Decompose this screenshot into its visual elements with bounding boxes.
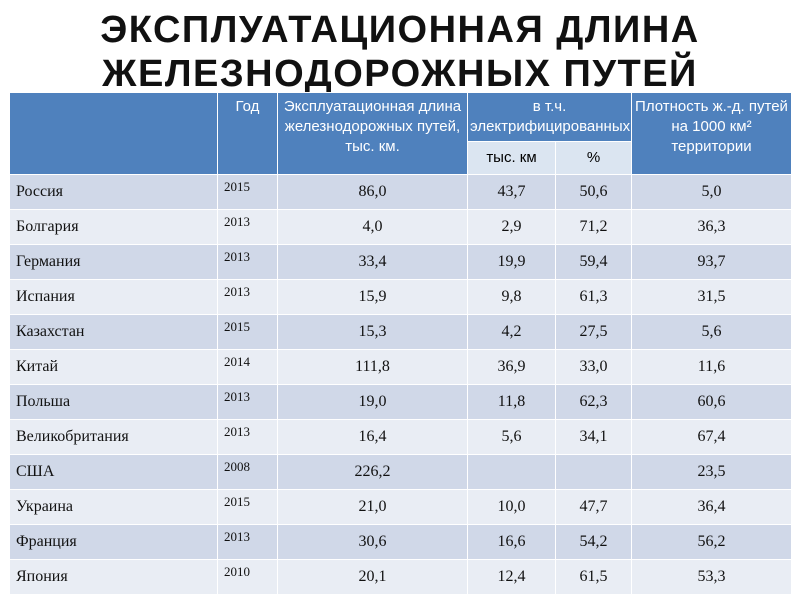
country-cell: Казахстан <box>9 314 218 350</box>
year-cell: 2015 <box>217 314 278 350</box>
length-cell: 15,3 <box>277 314 468 350</box>
density-cell: 53,3 <box>631 559 792 595</box>
header-sub-pct: % <box>555 141 632 175</box>
length-cell: 21,0 <box>277 489 468 525</box>
year-cell: 2013 <box>217 384 278 420</box>
title-line-1: ЭКСПЛУАТАЦИОННАЯ ДЛИНА <box>100 9 700 51</box>
density-cell: 36,4 <box>631 489 792 525</box>
year-cell: 2008 <box>217 454 278 490</box>
year-cell: 2014 <box>217 349 278 385</box>
electrified-km-cell: 5,6 <box>467 419 556 455</box>
density-cell: 5,0 <box>631 174 792 210</box>
electrified-pct-cell: 27,5 <box>555 314 632 350</box>
header-sub-km: тыс. км <box>467 141 556 175</box>
length-cell: 16,4 <box>277 419 468 455</box>
electrified-pct-cell: 62,3 <box>555 384 632 420</box>
table-row: Польша 2013 19,0 11,8 62,3 60,6 <box>9 384 792 420</box>
table-body: Россия 2015 86,0 43,7 50,6 5,0 Болгария 2013 4,0… <box>9 174 792 595</box>
electrified-km-cell: 10,0 <box>467 489 556 525</box>
density-cell: 60,6 <box>631 384 792 420</box>
density-cell: 5,6 <box>631 314 792 350</box>
electrified-pct-cell: 47,7 <box>555 489 632 525</box>
year-cell: 2015 <box>217 489 278 525</box>
density-cell: 36,3 <box>631 209 792 245</box>
year-cell: 2013 <box>217 419 278 455</box>
electrified-pct-cell: 50,6 <box>555 174 632 210</box>
country-cell: Испания <box>9 279 218 315</box>
header-country <box>9 92 218 175</box>
density-cell: 93,7 <box>631 244 792 280</box>
country-cell: Германия <box>9 244 218 280</box>
length-cell: 30,6 <box>277 524 468 560</box>
length-cell: 33,4 <box>277 244 468 280</box>
length-cell: 15,9 <box>277 279 468 315</box>
year-cell: 2015 <box>217 174 278 210</box>
table-row: Украина 2015 21,0 10,0 47,7 36,4 <box>9 489 792 525</box>
electrified-pct-cell: 71,2 <box>555 209 632 245</box>
length-cell: 19,0 <box>277 384 468 420</box>
length-cell: 226,2 <box>277 454 468 490</box>
table-row: Япония 2010 20,1 12,4 61,5 53,3 <box>9 559 792 595</box>
country-cell: Болгария <box>9 209 218 245</box>
electrified-km-cell: 43,7 <box>467 174 556 210</box>
table-row: Франция 2013 30,6 16,6 54,2 56,2 <box>9 524 792 560</box>
electrified-km-cell: 4,2 <box>467 314 556 350</box>
electrified-km-cell: 9,8 <box>467 279 556 315</box>
table-row: Германия 2013 33,4 19,9 59,4 93,7 <box>9 244 792 280</box>
electrified-pct-cell: 61,5 <box>555 559 632 595</box>
country-cell: Великобритания <box>9 419 218 455</box>
table-row: Великобритания 2013 16,4 5,6 34,1 67,4 <box>9 419 792 455</box>
table-row: США 2008 226,2 23,5 <box>9 454 792 490</box>
header-density: Плотность ж.-д. путей на 1000 км² террит… <box>631 92 792 175</box>
density-cell: 11,6 <box>631 349 792 385</box>
table-row: Китай 2014 111,8 36,9 33,0 11,6 <box>9 349 792 385</box>
electrified-km-cell: 16,6 <box>467 524 556 560</box>
country-cell: США <box>9 454 218 490</box>
electrified-km-cell: 11,8 <box>467 384 556 420</box>
title-line-2: ЖЕЛЕЗНОДОРОЖНЫХ ПУТЕЙ <box>102 53 698 95</box>
year-cell: 2013 <box>217 244 278 280</box>
country-cell: Польша <box>9 384 218 420</box>
year-cell: 2010 <box>217 559 278 595</box>
electrified-pct-cell: 59,4 <box>555 244 632 280</box>
page-title: ЭКСПЛУАТАЦИОННАЯ ДЛИНА ЖЕЛЕЗНОДОРОЖНЫХ П… <box>0 8 800 96</box>
table-row: Испания 2013 15,9 9,8 61,3 31,5 <box>9 279 792 315</box>
electrified-km-cell: 2,9 <box>467 209 556 245</box>
country-cell: Франция <box>9 524 218 560</box>
electrified-pct-cell: 61,3 <box>555 279 632 315</box>
header-electrified: в т.ч. электрифицированных <box>467 92 632 142</box>
length-cell: 4,0 <box>277 209 468 245</box>
electrified-pct-cell: 34,1 <box>555 419 632 455</box>
electrified-km-cell: 12,4 <box>467 559 556 595</box>
table-row: Россия 2015 86,0 43,7 50,6 5,0 <box>9 174 792 210</box>
electrified-km-cell <box>467 454 556 490</box>
length-cell: 20,1 <box>277 559 468 595</box>
density-cell: 67,4 <box>631 419 792 455</box>
density-cell: 56,2 <box>631 524 792 560</box>
country-cell: Япония <box>9 559 218 595</box>
electrified-km-cell: 19,9 <box>467 244 556 280</box>
header-year: Год <box>217 92 278 175</box>
country-cell: Россия <box>9 174 218 210</box>
year-cell: 2013 <box>217 279 278 315</box>
table-header: Год Эксплуатационная длина железнодорожн… <box>9 92 792 175</box>
length-cell: 86,0 <box>277 174 468 210</box>
length-cell: 111,8 <box>277 349 468 385</box>
table-row: Казахстан 2015 15,3 4,2 27,5 5,6 <box>9 314 792 350</box>
density-cell: 31,5 <box>631 279 792 315</box>
country-cell: Украина <box>9 489 218 525</box>
header-length: Эксплуатационная длина железнодорожных п… <box>277 92 468 175</box>
country-cell: Китай <box>9 349 218 385</box>
year-cell: 2013 <box>217 524 278 560</box>
electrified-pct-cell <box>555 454 632 490</box>
electrified-km-cell: 36,9 <box>467 349 556 385</box>
year-cell: 2013 <box>217 209 278 245</box>
electrified-pct-cell: 54,2 <box>555 524 632 560</box>
density-cell: 23,5 <box>631 454 792 490</box>
electrified-pct-cell: 33,0 <box>555 349 632 385</box>
railway-table: Год Эксплуатационная длина железнодорожн… <box>9 92 792 595</box>
table-row: Болгария 2013 4,0 2,9 71,2 36,3 <box>9 209 792 245</box>
